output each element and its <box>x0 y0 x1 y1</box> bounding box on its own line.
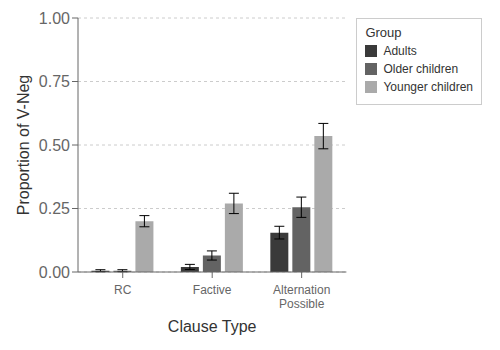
svg-text:RC: RC <box>114 283 132 297</box>
svg-text:0.25: 0.25 <box>39 200 70 217</box>
svg-text:1.00: 1.00 <box>39 10 70 27</box>
html-text:Younger children: Younger children <box>383 80 473 94</box>
svg-text:0.50: 0.50 <box>39 137 70 154</box>
html-text:Older children: Older children <box>383 62 459 76</box>
html-text:Group: Group <box>365 25 402 40</box>
svg-text:0.75: 0.75 <box>39 73 70 90</box>
svg-text:AlternationPossible: AlternationPossible <box>273 283 330 311</box>
svg-text:Proportion of V-Neg: Proportion of V-Neg <box>15 75 32 216</box>
svg-text:0.00: 0.00 <box>39 264 70 281</box>
svg-text:Clause Type: Clause Type <box>168 318 257 335</box>
html-text:Adults: Adults <box>383 44 417 58</box>
svg-text:Factive: Factive <box>193 283 232 297</box>
